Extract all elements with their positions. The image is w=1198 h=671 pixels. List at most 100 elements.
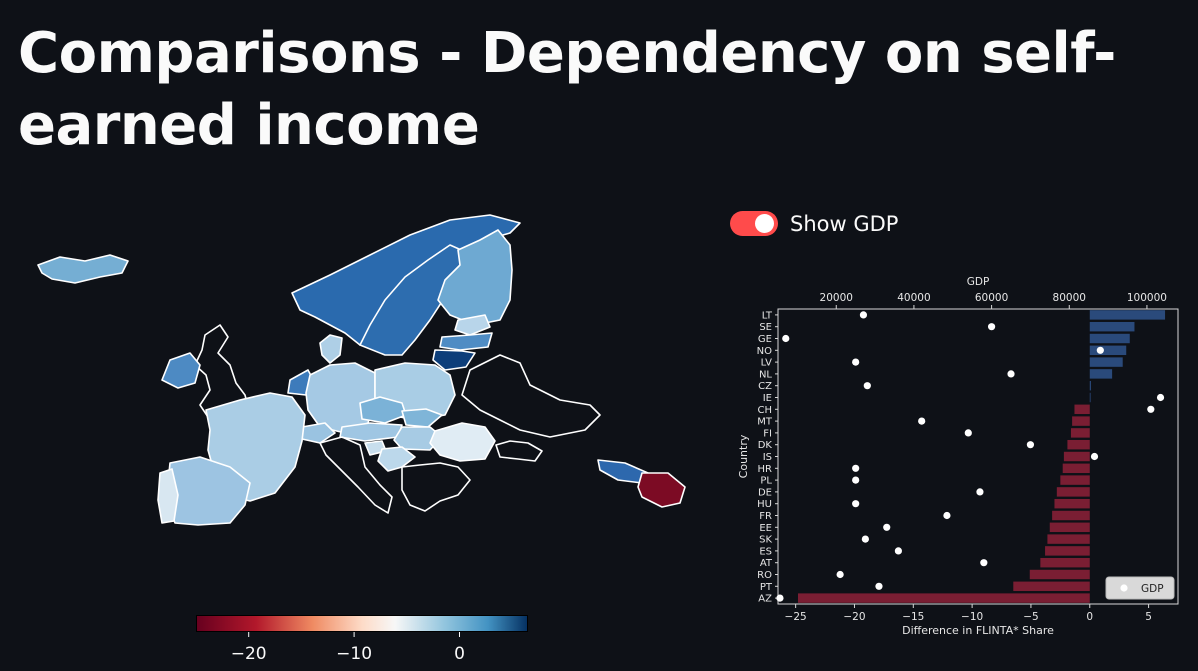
y-tick-label: IE: [763, 393, 772, 404]
gdp-point-fi: [964, 429, 972, 437]
bar-fi: [1070, 428, 1090, 438]
gdp-point-ge: [782, 334, 790, 343]
map-region-sk: [401, 408, 443, 428]
y-tick-label: HU: [757, 499, 772, 510]
map-region-it: [319, 436, 393, 514]
bar-no: [1089, 345, 1127, 356]
y-tick-label: SK: [759, 535, 772, 546]
x-tick-label: −20: [843, 611, 865, 623]
y-tick-label: GE: [758, 334, 772, 345]
bar-lv: [1089, 357, 1123, 367]
bar-cz: [1089, 380, 1091, 391]
bar-pt: [1013, 581, 1090, 592]
map-colorbar: [196, 615, 528, 632]
x-axis-label: Difference in FLINTA* Share: [902, 624, 1054, 637]
y-tick-label: CH: [757, 405, 772, 416]
gdp-point-hu: [852, 500, 860, 508]
bar-mt: [1072, 416, 1090, 426]
bar-sk: [1047, 534, 1090, 544]
y-tick-label: DE: [758, 487, 772, 498]
y-tick-label: LT: [762, 310, 773, 321]
y-tick-label: EE: [759, 523, 772, 534]
gdp-point-nl: [1007, 370, 1015, 378]
gdp-tick-label: 60000: [975, 292, 1008, 304]
show-gdp-toggle[interactable]: [730, 211, 778, 236]
bar-pl: [1060, 475, 1090, 485]
y-tick-label: DK: [758, 440, 773, 451]
y-tick-label: AZ: [758, 594, 772, 605]
y-tick-label: PL: [760, 476, 772, 487]
bar-ee: [1049, 522, 1090, 533]
gdp-point-ee: [883, 523, 891, 531]
gdp-point-ch: [1147, 405, 1155, 413]
gdp-point-lt: [859, 311, 868, 319]
gdp-tick-label: 80000: [1053, 292, 1086, 304]
colorbar-tick-label: 0: [454, 644, 465, 664]
map-region-balkans: [401, 462, 471, 512]
map-region-de: [305, 362, 376, 434]
y-axis-label: Country: [737, 434, 750, 478]
flinta-share-bar-chart: LT SE GE NO LV NL CZ IE CH MT FI DK IS HR PL DE HU FR EE SK…: [730, 262, 1198, 667]
y-tick-label: LV: [761, 358, 772, 369]
bar-ch: [1074, 404, 1090, 415]
y-tick-label: NL: [759, 369, 772, 380]
y-tick-label: PT: [760, 582, 773, 593]
y-tick-label: SE: [759, 322, 772, 333]
x-tick-label: 5: [1145, 611, 1152, 623]
toggle-knob: [755, 214, 774, 233]
map-region-at: [339, 422, 403, 442]
colorbar-tick-label: −20: [231, 644, 267, 664]
show-gdp-label: Show GDP: [790, 211, 899, 236]
gdp-point-no: [1096, 346, 1104, 354]
bar-se: [1089, 321, 1135, 332]
y-tick-label: CZ: [758, 381, 772, 392]
gdp-point-fr: [943, 511, 951, 520]
map-region-lv: [439, 332, 493, 351]
bar-fr: [1052, 510, 1090, 521]
gdp-point-dk: [1026, 441, 1035, 449]
y-tick-label: MT: [757, 417, 773, 428]
gdp-point-es: [894, 547, 902, 555]
bar-ie: [1089, 392, 1091, 403]
y-tick-label: ES: [759, 546, 772, 557]
gdp-point-at: [980, 559, 988, 567]
map-region-fi: [437, 229, 513, 326]
map-region-ie: [161, 352, 201, 389]
gdp-point-pt: [875, 582, 883, 590]
gdp-point-az: [776, 594, 784, 602]
x-tick-label: 0: [1086, 611, 1093, 623]
gdp-point-ro: [836, 570, 844, 579]
y-tick-label: NO: [757, 346, 772, 357]
map-region-ro: [429, 422, 496, 462]
gdp-point-hr: [852, 464, 860, 472]
colorbar-tick-label: −10: [336, 644, 372, 664]
map-region-tr-nodata: [495, 440, 543, 462]
map-region-lt: [432, 349, 476, 371]
bar-lt: [1089, 310, 1166, 320]
y-tick-label: RO: [757, 570, 772, 581]
bar-nl: [1089, 369, 1113, 379]
bar-hu: [1054, 498, 1090, 509]
x-tick-label: −10: [961, 611, 983, 623]
y-tick-label: IS: [763, 452, 772, 463]
map-region-hu: [393, 426, 443, 451]
bar-ro: [1029, 569, 1090, 580]
x-tick-label: −5: [1023, 611, 1038, 623]
gdp-tick-label: 40000: [897, 292, 930, 304]
y-tick-label: FI: [763, 428, 772, 439]
gdp-point-se: [987, 323, 996, 331]
map-region-hr: [377, 446, 416, 472]
gdp-point-lv: [852, 358, 860, 366]
gdp-point-sk: [861, 535, 869, 543]
europe-choropleth-map: [30, 205, 710, 605]
gdp-point-is: [1090, 452, 1099, 461]
map-region-pt: [157, 468, 179, 524]
gdp-point-de: [976, 488, 984, 496]
show-gdp-toggle-row: Show GDP: [730, 211, 898, 236]
bar-de: [1056, 487, 1090, 497]
bar-es: [1045, 546, 1090, 556]
gdp-point-pl: [852, 476, 860, 484]
y-tick-label: HR: [758, 464, 773, 475]
legend-label: GDP: [1141, 583, 1164, 595]
map-region-nodata-east: [461, 354, 601, 438]
